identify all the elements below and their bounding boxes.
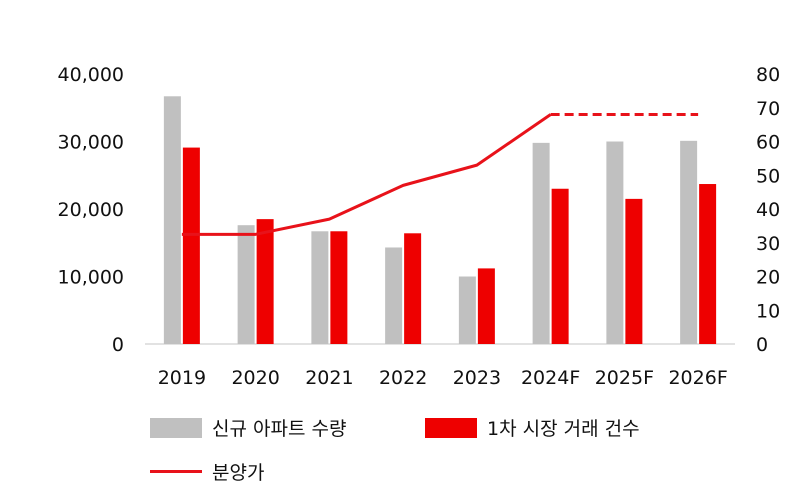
y-left-tick-20,000: 20,000 (58, 199, 124, 221)
x-tick-2026F: 2026F (668, 367, 727, 389)
legend-label-new-apartments: 신규 아파트 수량 (212, 418, 347, 440)
bar-new-apartments-2019 (163, 96, 181, 345)
y-right-tick-60: 60 (756, 132, 780, 154)
bar-primary-transactions-2023 (477, 268, 495, 344)
y-right-tick-70: 70 (756, 98, 780, 120)
legend-item-new-apartments: 신규 아파트 수량 (150, 414, 346, 441)
legend-swatch-gray (150, 417, 202, 438)
x-tick-2019: 2019 (158, 367, 206, 389)
bar-primary-transactions-2019 (182, 147, 200, 344)
x-tick-2024F: 2024F (521, 367, 580, 389)
y-left-tick-10,000: 10,000 (58, 267, 124, 289)
y-right-tick-30: 30 (756, 233, 780, 255)
x-tick-2022: 2022 (379, 367, 427, 389)
bar-new-apartments-2024F (532, 142, 550, 344)
bar-primary-transactions-2026F (699, 184, 717, 344)
y-right-tick-0: 0 (756, 334, 768, 356)
tick-labels: 0 10,000 20,000 30,000 40,000 0 10 20 30 40 50 60 70… (58, 64, 781, 389)
price-line (181, 113, 699, 236)
y-right-tick-20: 20 (756, 267, 780, 289)
x-tick-2020: 2020 (231, 367, 279, 389)
bar-new-apartments-2022 (385, 247, 403, 344)
bar-new-apartments-2023 (458, 276, 476, 344)
bar-new-apartments-2020 (237, 225, 255, 344)
bar-new-apartments-2026F (680, 140, 698, 344)
x-tick-2025F: 2025F (595, 367, 654, 389)
bar-primary-transactions-2021 (330, 231, 348, 344)
legend-swatch-red (425, 417, 477, 438)
y-left-tick-30,000: 30,000 (58, 132, 124, 154)
y-right-tick-50: 50 (756, 165, 780, 187)
legend-item-sale-price: 분양가 (150, 458, 264, 485)
x-tick-2023: 2023 (453, 367, 501, 389)
bar-primary-transactions-2025F (625, 198, 643, 344)
legend-label-sale-price: 분양가 (212, 462, 265, 484)
y-right-tick-10: 10 (756, 300, 780, 322)
bar-primary-transactions-2022 (404, 233, 422, 344)
legend-item-primary-transactions: 1차 시장 거래 건수 (425, 414, 640, 441)
bar-primary-transactions-2020 (256, 219, 274, 344)
bars (163, 96, 717, 345)
bar-new-apartments-2025F (606, 141, 624, 344)
legend-label-primary-transactions: 1차 시장 거래 건수 (487, 418, 640, 440)
x-tick-2021: 2021 (305, 367, 353, 389)
bar-primary-transactions-2024F (551, 188, 569, 344)
bar-new-apartments-2021 (311, 231, 329, 344)
legend-swatch-line (150, 470, 202, 473)
y-left-tick-0: 0 (112, 334, 124, 356)
y-right-tick-80: 80 (756, 64, 780, 86)
price-line-solid (181, 113, 552, 236)
y-right-tick-40: 40 (756, 199, 780, 221)
y-left-tick-40,000: 40,000 (58, 64, 124, 86)
